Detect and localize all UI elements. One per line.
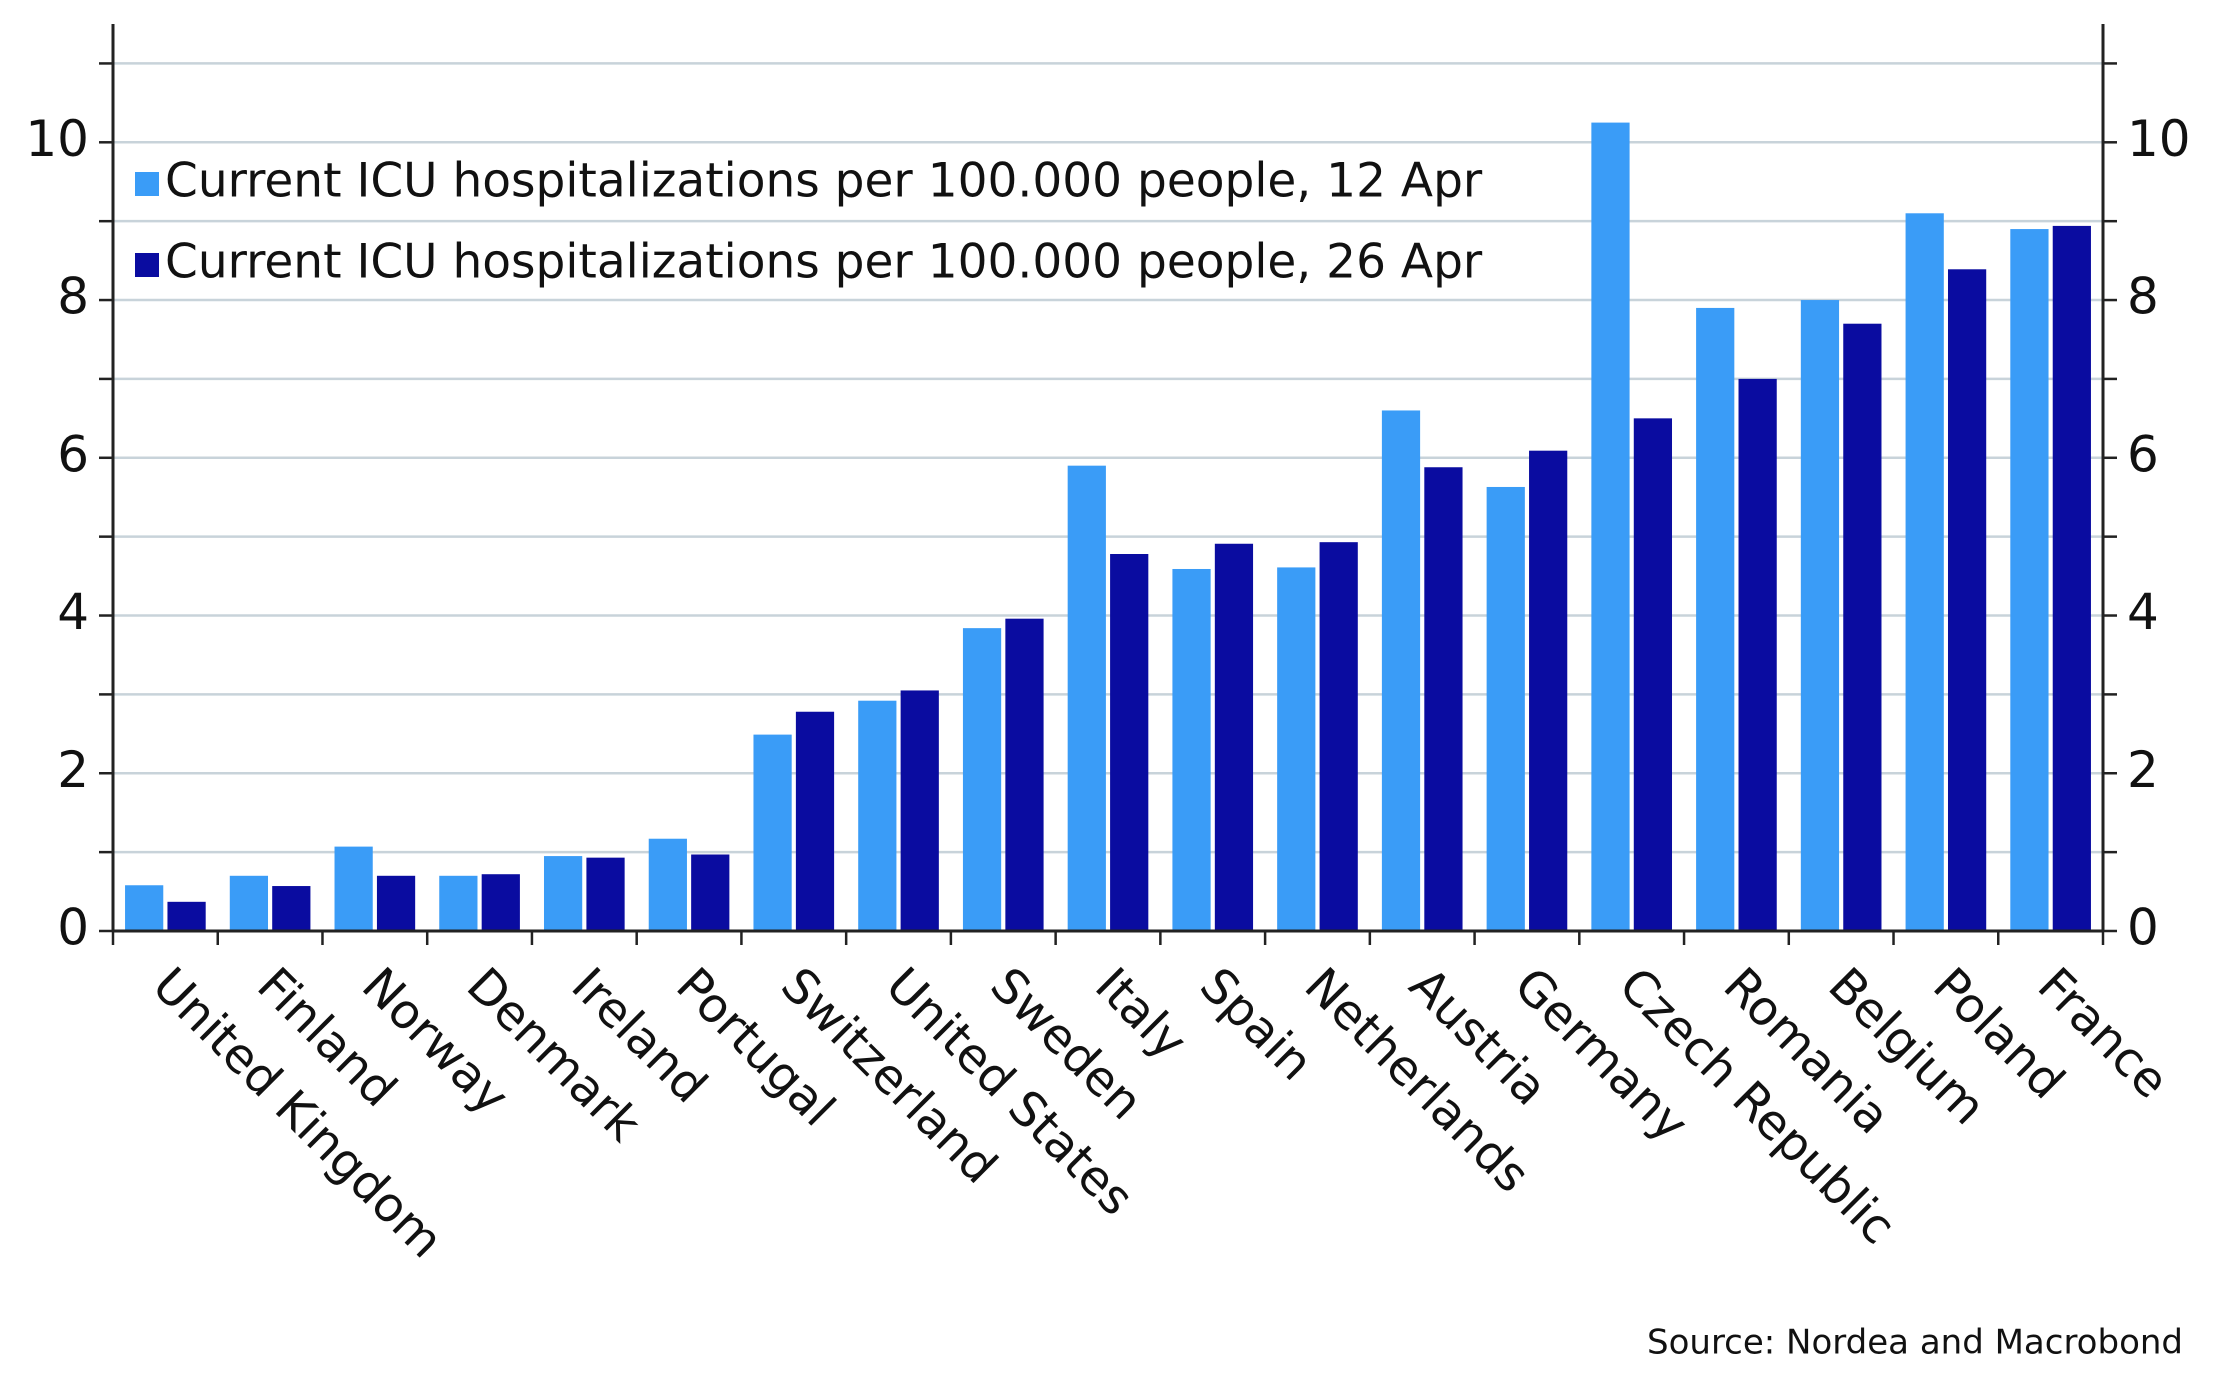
- bar: [648, 838, 687, 931]
- bar: [1800, 300, 1840, 932]
- bar: [334, 846, 373, 931]
- bar: [753, 734, 792, 931]
- bar: [691, 854, 730, 931]
- y-tick-label: 6: [57, 425, 89, 483]
- legend-swatch: [135, 253, 159, 277]
- bar: [2052, 225, 2091, 932]
- y2-tick-label: 4: [2127, 583, 2159, 641]
- y-tick-label: 2: [57, 741, 89, 799]
- y2-tick-label: 6: [2127, 425, 2159, 483]
- y-tick-label: 10: [25, 110, 89, 168]
- bar: [1110, 554, 1149, 931]
- bar: [543, 856, 583, 931]
- bar: [1947, 269, 1987, 931]
- bar: [1486, 486, 1525, 931]
- bar: [1591, 122, 1630, 931]
- bar: [439, 875, 478, 931]
- bar: [795, 711, 835, 931]
- bar: [1738, 378, 1777, 931]
- bar: [858, 700, 897, 931]
- bar: [1277, 567, 1316, 931]
- y2-tick-label: 10: [2127, 110, 2191, 168]
- bar: [229, 875, 269, 931]
- y-tick-label: 0: [57, 899, 89, 957]
- y-tick-label: 8: [57, 268, 89, 326]
- bar: [481, 874, 520, 931]
- bar: [272, 886, 311, 931]
- bar: [1905, 213, 1944, 931]
- bar: [2010, 229, 2049, 932]
- bar: [167, 901, 206, 931]
- y2-tick-label: 8: [2127, 268, 2159, 326]
- bar: [1067, 465, 1106, 931]
- bar: [1696, 307, 1735, 931]
- bar: [586, 857, 625, 931]
- legend-swatch: [135, 172, 159, 196]
- legend-label: Current ICU hospitalizations per 100.000…: [165, 235, 1483, 290]
- bar: [1633, 418, 1673, 931]
- bar: [900, 690, 939, 931]
- bar: [125, 885, 164, 931]
- bar: [376, 875, 416, 931]
- bar: [1381, 410, 1421, 931]
- bar: [1529, 450, 1568, 931]
- bar: [1319, 542, 1358, 931]
- bar: [1172, 568, 1211, 931]
- y-tick-label: 4: [57, 583, 89, 641]
- bar: [1843, 323, 1882, 931]
- y2-tick-label: 0: [2127, 899, 2159, 957]
- bar: [1424, 467, 1463, 931]
- x-tick-label: Spain: [1189, 957, 1323, 1091]
- bar: [1005, 618, 1044, 931]
- legend-label: Current ICU hospitalizations per 100.000…: [165, 154, 1483, 209]
- source: Source: Nordea and Macrobond: [1647, 1323, 2183, 1363]
- bar: [962, 628, 1002, 931]
- y2-tick-label: 2: [2127, 741, 2159, 799]
- bar: [1214, 543, 1254, 931]
